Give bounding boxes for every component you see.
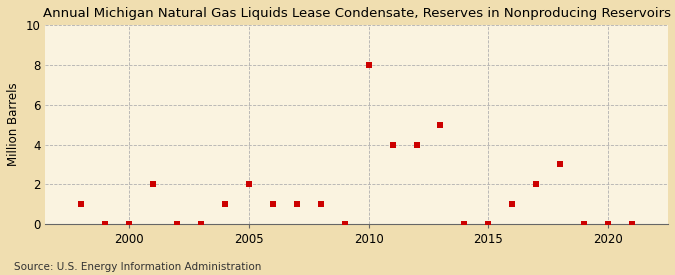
Point	[459, 222, 470, 226]
Point	[244, 182, 254, 186]
Point	[219, 202, 230, 206]
Point	[292, 202, 302, 206]
Point	[555, 162, 566, 167]
Point	[626, 222, 637, 226]
Point	[148, 182, 159, 186]
Point	[435, 122, 446, 127]
Point	[483, 222, 494, 226]
Point	[579, 222, 590, 226]
Point	[603, 222, 614, 226]
Point	[507, 202, 518, 206]
Point	[315, 202, 326, 206]
Point	[411, 142, 422, 147]
Point	[124, 222, 134, 226]
Point	[531, 182, 542, 186]
Title: Annual Michigan Natural Gas Liquids Lease Condensate, Reserves in Nonproducing R: Annual Michigan Natural Gas Liquids Leas…	[43, 7, 671, 20]
Point	[340, 222, 350, 226]
Point	[267, 202, 278, 206]
Y-axis label: Million Barrels: Million Barrels	[7, 83, 20, 166]
Point	[100, 222, 111, 226]
Point	[171, 222, 182, 226]
Text: Source: U.S. Energy Information Administration: Source: U.S. Energy Information Administ…	[14, 262, 261, 272]
Point	[76, 202, 86, 206]
Point	[387, 142, 398, 147]
Point	[363, 63, 374, 67]
Point	[196, 222, 207, 226]
